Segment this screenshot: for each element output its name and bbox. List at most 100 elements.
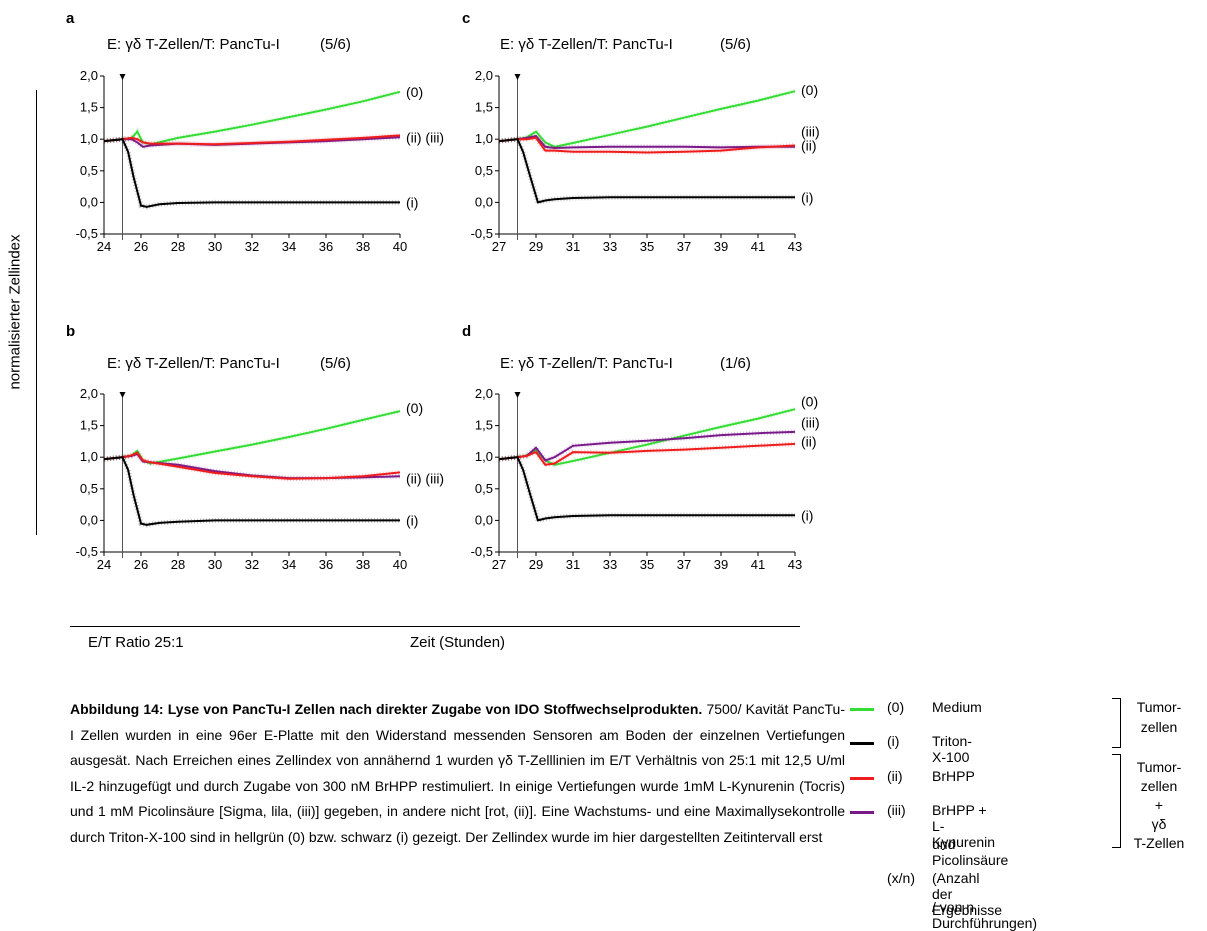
chart-panel-a: -0,5 0,0 0,5 1,0 1,5 2,0 24 26 28 30 32 34 36 38 40 (0)… [76, 68, 445, 254]
y-tick-label: 1,0 [80, 131, 98, 146]
panel-b-title: E: γδ T-Zellen/T: PancTu-I [107, 355, 280, 372]
group-label-tumor-t: Tumor- zellen + γδ T-Zellen [1133, 759, 1185, 851]
series-line-(ii) [498, 136, 796, 154]
series-error-band [103, 136, 400, 210]
series-label: (i) [406, 512, 418, 528]
y-tick-label: 0,0 [475, 194, 493, 209]
legend-text: Triton-X-100 [932, 733, 972, 765]
x-tick-label: 30 [208, 239, 222, 254]
chart-panel-d: -0,5 0,0 0,5 1,0 1,5 2,0 27 29 31 33 35 37 39 41 43 (0)… [471, 386, 820, 572]
series-label: (0) [801, 394, 818, 410]
y-tick-label: 1,5 [80, 100, 98, 115]
y-axis-rule [36, 90, 37, 535]
series-error-band [103, 454, 400, 528]
panel-c-title: E: γδ T-Zellen/T: PancTu-I [500, 36, 673, 53]
y-tick-label: 2,0 [475, 68, 493, 83]
x-axis-rule [70, 626, 800, 627]
ratio-label: E/T Ratio 25:1 [88, 634, 184, 651]
series-line-(i) [103, 138, 400, 208]
caption-bold: Abbildung 14: Lyse von PancTu-I Zellen n… [70, 701, 703, 717]
x-tick-label: 40 [393, 239, 407, 254]
x-tick-label: 32 [245, 557, 259, 572]
y-tick-label: 0,5 [80, 481, 98, 496]
x-tick-label: 38 [356, 557, 370, 572]
series-error-band [103, 89, 401, 147]
x-tick-label: 28 [171, 557, 185, 572]
series-label: (iii) [801, 414, 820, 430]
y-tick-label: 1,5 [475, 100, 493, 115]
chart-panel-b: -0,5 0,0 0,5 1,0 1,5 2,0 24 26 28 30 32 34 36 38 40 (0)… [76, 386, 445, 572]
x-tick-label: 36 [319, 557, 333, 572]
x-tick-label: 35 [640, 557, 654, 572]
x-tick-label: 26 [134, 557, 148, 572]
chart-panel-c: -0,5 0,0 0,5 1,0 1,5 2,0 27 29 31 33 35 37 39 41 43 (0)… [471, 68, 820, 254]
series-label: (0) [406, 84, 423, 100]
y-tick-label: 0,0 [475, 512, 493, 527]
legend-swatch-red [850, 777, 874, 780]
addition-marker [514, 392, 521, 398]
series-error-band [103, 449, 401, 482]
series-line-(iii) [498, 134, 795, 150]
x-tick-label: 32 [245, 239, 259, 254]
x-tick-label: 43 [788, 239, 802, 254]
group-label-tumor: Tumor- zellen [1136, 699, 1182, 735]
panel-c-count: (5/6) [720, 36, 751, 53]
legend-code: (ii) [887, 768, 903, 784]
y-tick-label: -0,5 [76, 544, 98, 559]
x-tick-label: 43 [788, 557, 802, 572]
caption-text: 7500/ Kavität PancTu-I Zellen wurden in … [70, 701, 845, 845]
x-tick-label: 41 [751, 239, 765, 254]
x-tick-label: 29 [529, 557, 543, 572]
legend-code: (i) [887, 733, 900, 749]
series-label: (i) [801, 507, 813, 523]
series-error-band [498, 88, 796, 150]
series-error-band [498, 454, 795, 524]
y-tick-label: 0,0 [80, 194, 98, 209]
x-tick-label: 27 [492, 557, 506, 572]
y-tick-label: 1,0 [475, 449, 493, 464]
series-line-(ii) [498, 442, 796, 466]
legend-swatch-purple [850, 811, 874, 814]
y-tick-label: 1,0 [475, 131, 493, 146]
x-tick-label: 37 [677, 239, 691, 254]
y-axis-label-wrap: normalisierter Zellindex [0, 90, 30, 535]
x-tick-label: 34 [282, 557, 296, 572]
x-tick-label: 28 [171, 239, 185, 254]
series-label: (0) [406, 400, 423, 416]
bracket-tumor [1112, 698, 1121, 748]
x-tick-label: 26 [134, 239, 148, 254]
legend-text: BrHPP + L-Kynurenin [932, 802, 996, 850]
y-tick-label: 0,5 [475, 481, 493, 496]
y-tick-label: 2,0 [80, 68, 98, 83]
series-label: (i) [406, 194, 418, 210]
series-label: (ii) [801, 138, 817, 154]
y-tick-label: 0,5 [475, 163, 493, 178]
legend-text: (Anzahl der Ergebnisse [932, 870, 1003, 918]
panel-letter-d: d [462, 323, 472, 340]
legend-text: BrHPP [932, 768, 975, 784]
panel-b-count: (5/6) [320, 355, 351, 372]
panel-d-title: E: γδ T-Zellen/T: PancTu-I [500, 355, 673, 372]
figure-caption: Abbildung 14: Lyse von PancTu-I Zellen n… [70, 697, 845, 850]
x-axis-label: Zeit (Stunden) [410, 634, 506, 651]
series-line-(i) [498, 456, 795, 522]
series-label: (iii) [801, 124, 820, 140]
x-tick-label: 41 [751, 557, 765, 572]
x-tick-label: 36 [319, 239, 333, 254]
x-tick-label: 30 [208, 557, 222, 572]
addition-marker [119, 74, 126, 80]
y-tick-label: 1,5 [80, 418, 98, 433]
series-label: (0) [801, 82, 818, 98]
panel-letter-a: a [66, 10, 75, 27]
x-tick-label: 27 [492, 239, 506, 254]
series-line-(i) [498, 138, 795, 204]
x-tick-label: 31 [566, 239, 580, 254]
series-line-(i) [103, 456, 400, 526]
y-tick-label: 0,5 [80, 163, 98, 178]
addition-marker [119, 392, 126, 398]
y-tick-label: -0,5 [471, 544, 493, 559]
y-tick-label: 2,0 [475, 386, 493, 401]
x-tick-label: 38 [356, 239, 370, 254]
x-tick-label: 40 [393, 557, 407, 572]
series-line-(ii) [103, 134, 401, 146]
